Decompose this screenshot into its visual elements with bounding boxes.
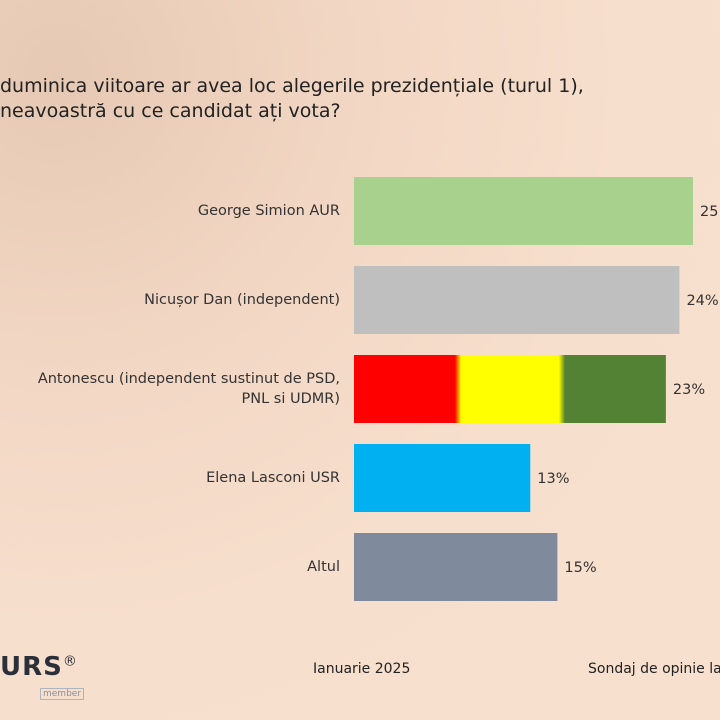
- category-label: Antonescu (independent sustinut de PSD, …: [37, 371, 340, 407]
- bar: [354, 177, 693, 245]
- logo-text: URS: [0, 652, 63, 682]
- chart-title: duminica viitoare ar avea loc alegerile …: [0, 75, 584, 122]
- member-badge: member: [40, 688, 85, 700]
- category-label: Nicușor Dan (independent): [144, 292, 340, 308]
- category-label: Altul: [307, 559, 340, 575]
- date: Ianuarie 2025: [313, 661, 411, 677]
- value-label: 13%: [537, 471, 569, 487]
- category-label: George Simion AUR: [197, 203, 340, 219]
- bar: [354, 355, 666, 423]
- category-label: Elena Lasconi USR: [206, 470, 340, 486]
- bar: [354, 533, 558, 601]
- logo-mark: ®: [62, 653, 78, 670]
- source: Sondaj de opinie la: [588, 661, 720, 677]
- value-label: 15%: [564, 560, 596, 576]
- bar: [354, 444, 531, 512]
- value-label: 25: [700, 204, 718, 220]
- value-label: 24%: [686, 293, 718, 309]
- bar: [354, 266, 680, 334]
- value-label: 23%: [673, 382, 705, 398]
- logo: URS®: [0, 652, 78, 682]
